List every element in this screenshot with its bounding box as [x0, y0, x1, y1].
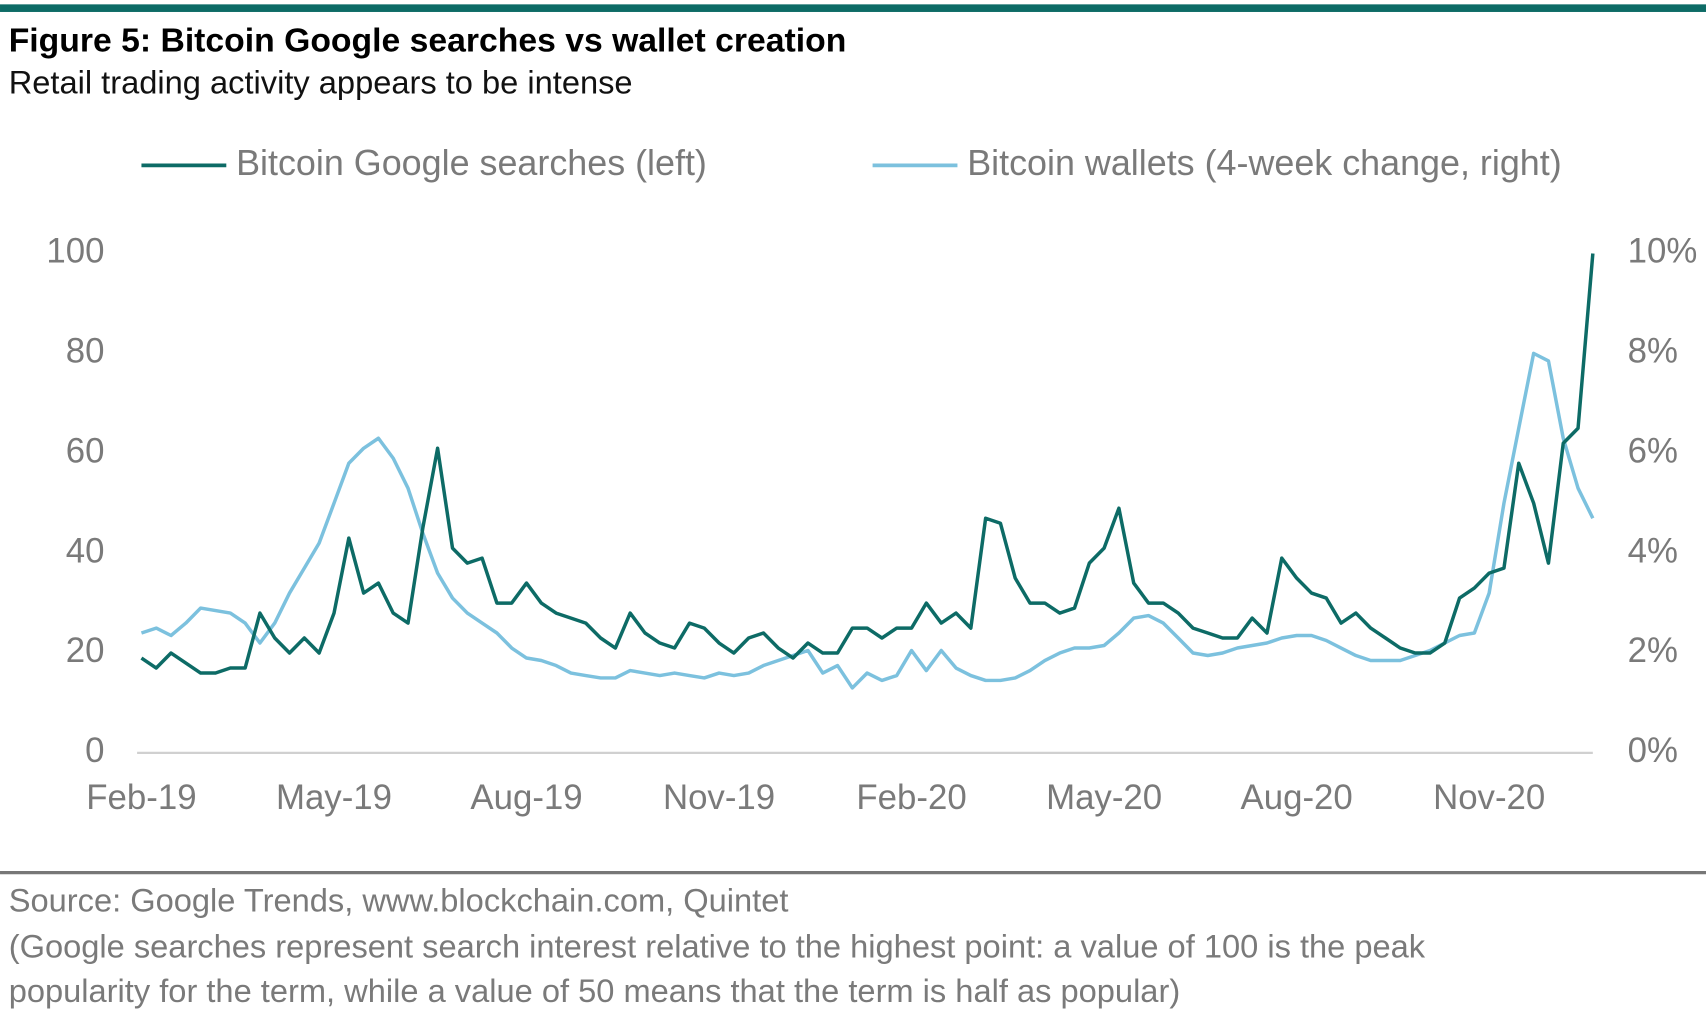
top-rule [0, 4, 1706, 12]
legend-label: Bitcoin wallets (4-week change, right) [967, 143, 1561, 183]
source: Source: Google Trends, www.blockchain.co… [9, 882, 789, 919]
y2-tick-label: 2% [1628, 631, 1678, 670]
y2-tick-label: 10% [1628, 232, 1698, 271]
y-tick-label: 100 [46, 232, 104, 271]
y2-tick-label: 6% [1628, 431, 1678, 470]
y-tick-label: 0 [85, 731, 104, 770]
y-tick-label: 20 [66, 631, 105, 670]
series-line [140, 253, 1595, 675]
x-tick-label: May-19 [276, 778, 392, 817]
y2-tick-label: 8% [1628, 332, 1678, 371]
y-tick-label: 80 [66, 332, 105, 371]
note-line: popularity for the term, while a value o… [9, 972, 1180, 1009]
y-tick-label: 40 [66, 531, 105, 570]
chart-title: Figure 5: Bitcoin Google searches vs wal… [9, 21, 847, 59]
x-tick-label: Aug-19 [470, 778, 582, 817]
y-tick-label: 60 [66, 431, 105, 470]
x-tick-label: Feb-19 [86, 778, 196, 817]
note-line: (Google searches represent search intere… [9, 927, 1426, 964]
chart-subtitle: Retail trading activity appears to be in… [9, 63, 633, 100]
x-tick-label: Aug-20 [1241, 778, 1353, 817]
x-tick-label: Nov-20 [1433, 778, 1545, 817]
y2-tick-label: 4% [1628, 531, 1678, 570]
x-tick-label: May-20 [1046, 778, 1162, 817]
y2-tick-label: 0% [1628, 731, 1678, 770]
x-tick-label: Feb-20 [856, 778, 966, 817]
legend-label: Bitcoin Google searches (left) [236, 143, 707, 183]
x-tick-label: Nov-19 [663, 778, 775, 817]
series-line [140, 351, 1595, 690]
